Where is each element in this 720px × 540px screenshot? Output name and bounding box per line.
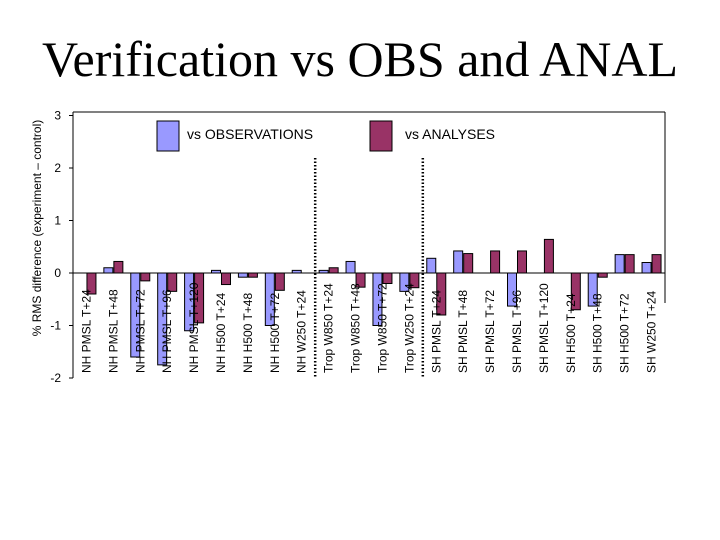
x-tick-label: SH PMSL T+96 xyxy=(510,290,524,373)
x-tick-label: NH PMSL T+96 xyxy=(160,289,174,373)
x-tick-label: NH PMSL T+24 xyxy=(79,289,93,373)
bar-obs xyxy=(157,272,168,366)
bar-obs xyxy=(587,272,598,307)
chart-title: Verification vs OBS and ANAL xyxy=(41,31,679,87)
x-tick-label: NH W250 T+24 xyxy=(295,290,309,373)
x-tick-label: NH H500 T+72 xyxy=(268,293,282,373)
x-tick-label: SH H500 T+48 xyxy=(591,293,605,373)
legend-swatch-obs xyxy=(156,120,180,152)
x-labels: NH PMSL T+24 NH PMSL T+48 NH PMSL T+72 NH P… xyxy=(79,282,658,373)
x-tick-label: SH W250 T+24 xyxy=(645,291,659,373)
separators xyxy=(313,158,425,378)
bar-anal xyxy=(597,272,608,278)
x-tick-label: NH H500 T+48 xyxy=(241,293,255,373)
bar-anal xyxy=(517,250,527,274)
bar-anal xyxy=(221,272,231,286)
legend-swatch-anal xyxy=(369,120,393,152)
bar-obs xyxy=(345,260,356,274)
y-tick-label: 2 xyxy=(54,161,61,175)
x-tick-label: NH PMSL T+48 xyxy=(106,289,120,373)
bar-obs xyxy=(211,269,221,274)
bar-anal xyxy=(490,250,501,274)
x-tick-label: SH PMSL T+120 xyxy=(537,283,551,373)
y-axis: 3 2 1 0 -1 -2 xyxy=(50,109,73,385)
y-tick-label: 1 xyxy=(54,214,61,228)
legend-label-anal: vs ANALYSES xyxy=(405,126,495,142)
bar-obs xyxy=(237,272,248,278)
bar-anal xyxy=(247,272,258,278)
bar-obs xyxy=(614,254,625,274)
x-tick-label: Trop W850 T+24 xyxy=(322,283,336,373)
x-tick-label: SH PMSL T+24 xyxy=(429,290,443,373)
y-tick-label: -1 xyxy=(50,319,61,333)
bar-obs xyxy=(399,272,410,292)
x-tick-label: Trop W850 T+48 xyxy=(349,283,363,373)
x-tick-label: NH PMSL T+120 xyxy=(187,282,201,373)
bar-obs xyxy=(641,262,652,274)
bar-anal xyxy=(651,254,662,274)
x-tick-label: Trop W850 T+72 xyxy=(375,283,389,373)
bar-anal xyxy=(463,253,474,274)
x-tick-label: SH PMSL T+72 xyxy=(483,290,497,373)
x-tick-label: SH PMSL T+48 xyxy=(456,290,470,373)
bar-obs xyxy=(264,272,275,326)
bar-obs xyxy=(372,272,383,326)
bar-anal xyxy=(328,267,339,274)
bar-anal xyxy=(113,260,124,274)
x-tick-label: NH PMSL T+72 xyxy=(133,289,147,373)
bar-anal xyxy=(436,272,447,316)
bar-obs xyxy=(103,267,114,274)
bar-anal xyxy=(570,272,581,311)
y-axis-label: % RMS difference (experiment – control) xyxy=(30,120,44,337)
bar-anal xyxy=(274,272,285,291)
bar-obs xyxy=(184,272,195,332)
x-tick-label: SH H500 T+24 xyxy=(564,293,578,373)
legend-label-obs: vs OBSERVATIONS xyxy=(187,126,313,142)
bar-anal xyxy=(624,254,635,274)
bar-anal xyxy=(543,238,554,274)
bar-anal xyxy=(382,272,393,284)
x-tick-label: SH H500 T+72 xyxy=(618,293,632,373)
bar-anal xyxy=(86,272,97,295)
bar-obs xyxy=(426,257,437,274)
bar-anal xyxy=(194,272,205,324)
y-tick-label: -2 xyxy=(50,371,61,385)
bar-anal xyxy=(355,272,366,288)
bar-anal xyxy=(167,272,178,292)
bar-anal xyxy=(409,272,420,289)
y-tick-label: 3 xyxy=(54,109,61,123)
x-tick-label: NH H500 T+24 xyxy=(214,293,228,373)
x-tick-label: Trop W250 T+24 xyxy=(402,283,416,373)
legend: vs OBSERVATIONS vs ANALYSES xyxy=(156,120,495,152)
bar-obs xyxy=(453,250,464,274)
bar-anal xyxy=(140,272,151,282)
y-tick-label: 0 xyxy=(54,266,61,280)
bar-obs xyxy=(291,269,302,274)
bar-obs xyxy=(507,272,517,307)
bar-obs xyxy=(130,272,141,358)
bar-obs xyxy=(318,269,329,274)
bars xyxy=(86,238,662,366)
